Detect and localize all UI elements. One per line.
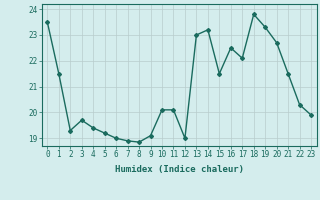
X-axis label: Humidex (Indice chaleur): Humidex (Indice chaleur) [115,165,244,174]
